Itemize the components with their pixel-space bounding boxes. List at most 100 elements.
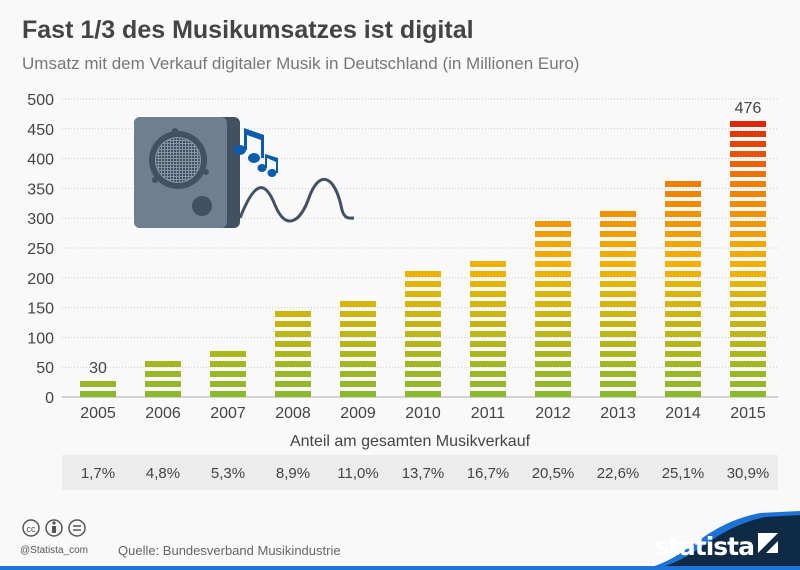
bar-segment bbox=[730, 221, 766, 227]
bar-segment bbox=[470, 261, 506, 267]
bar-segment bbox=[730, 241, 766, 247]
bar-segment bbox=[600, 211, 636, 217]
bar-segment bbox=[600, 221, 636, 227]
bar-segment bbox=[80, 381, 116, 387]
twitter-handle: @Statista_com bbox=[20, 545, 88, 556]
bar-segment bbox=[600, 281, 636, 287]
bar-segment bbox=[405, 291, 441, 297]
bar-segment bbox=[470, 341, 506, 347]
bar-segment bbox=[470, 391, 506, 397]
bar-segment bbox=[600, 251, 636, 257]
bar-segment bbox=[405, 381, 441, 387]
bar-segment bbox=[665, 391, 701, 397]
bar-segment bbox=[80, 391, 116, 397]
share-value: 5,3% bbox=[211, 465, 245, 482]
bar-segment bbox=[665, 371, 701, 377]
bar-segment bbox=[600, 381, 636, 387]
bar-2013 bbox=[600, 211, 636, 397]
bar-segment bbox=[405, 281, 441, 287]
bar-segment bbox=[535, 241, 571, 247]
bar-segment bbox=[730, 161, 766, 167]
x-tick-label: 2011 bbox=[471, 405, 506, 422]
bar-segment bbox=[405, 311, 441, 317]
bar-segment bbox=[535, 321, 571, 327]
bar-segment bbox=[600, 241, 636, 247]
bar-segment bbox=[730, 231, 766, 237]
share-value: 20,5% bbox=[532, 465, 575, 482]
bar-segment bbox=[340, 391, 376, 397]
bar-segment bbox=[535, 351, 571, 357]
bar-segment bbox=[210, 391, 246, 397]
bar-segment bbox=[210, 381, 246, 387]
bar-segment bbox=[665, 271, 701, 277]
brand-logo[interactable]: statista bbox=[654, 532, 755, 561]
bar-segment bbox=[535, 331, 571, 337]
bar-segment bbox=[600, 341, 636, 347]
bar-segment bbox=[730, 361, 766, 367]
bar-segment bbox=[730, 141, 766, 147]
bar-segment bbox=[470, 351, 506, 357]
bar-segment bbox=[535, 221, 571, 227]
y-tick-label: 300 bbox=[27, 211, 54, 228]
speaker-illustration bbox=[134, 117, 355, 228]
share-value: 1,7% bbox=[81, 465, 115, 482]
bar-segment bbox=[535, 271, 571, 277]
bar-segment bbox=[665, 181, 701, 187]
bar-segment bbox=[145, 391, 181, 397]
bar-segment bbox=[145, 361, 181, 367]
bar-2005 bbox=[80, 381, 116, 397]
bar-2009 bbox=[340, 301, 376, 397]
bar-segment bbox=[730, 381, 766, 387]
bar-segment bbox=[275, 341, 311, 347]
bar-segment bbox=[730, 131, 766, 137]
bar-segment bbox=[275, 321, 311, 327]
bar-segment bbox=[275, 331, 311, 337]
bar-segment bbox=[535, 341, 571, 347]
bar-segment bbox=[470, 301, 506, 307]
bar-segment bbox=[340, 341, 376, 347]
bar-segment bbox=[600, 291, 636, 297]
bar-2012 bbox=[535, 221, 571, 397]
bar-segment bbox=[665, 341, 701, 347]
bar-segment bbox=[340, 311, 376, 317]
bar-segment bbox=[210, 361, 246, 367]
share-value: 22,6% bbox=[597, 465, 640, 482]
bar-segment bbox=[535, 301, 571, 307]
bar-segment bbox=[340, 371, 376, 377]
share-table-band bbox=[62, 455, 778, 490]
y-tick-label: 450 bbox=[27, 122, 54, 139]
x-tick-label: 2015 bbox=[730, 405, 766, 422]
by-icon bbox=[45, 519, 63, 537]
bar-segment bbox=[405, 331, 441, 337]
bar-2011 bbox=[470, 261, 506, 397]
bar-segment bbox=[535, 231, 571, 237]
bar-segment bbox=[275, 391, 311, 397]
bar-segment bbox=[600, 271, 636, 277]
bar-segment bbox=[665, 321, 701, 327]
bar-segment bbox=[665, 331, 701, 337]
bar-segment bbox=[730, 261, 766, 267]
bar-segment bbox=[665, 261, 701, 267]
share-value: 8,9% bbox=[276, 465, 310, 482]
bar-segment bbox=[730, 121, 766, 127]
bar-segment bbox=[730, 211, 766, 217]
bar-segment bbox=[730, 371, 766, 377]
bar-segment bbox=[405, 301, 441, 307]
bar-segment bbox=[340, 381, 376, 387]
bar-segment bbox=[535, 261, 571, 267]
bar-segment bbox=[340, 331, 376, 337]
bar-segment bbox=[470, 281, 506, 287]
x-tick-label: 2013 bbox=[600, 405, 636, 422]
y-tick-label: 400 bbox=[27, 152, 54, 169]
bar-segment bbox=[535, 381, 571, 387]
y-tick-label: 100 bbox=[27, 330, 54, 347]
share-value: 4,8% bbox=[146, 465, 180, 482]
bar-segment bbox=[535, 391, 571, 397]
bar-segment bbox=[730, 191, 766, 197]
bar-segment bbox=[600, 311, 636, 317]
bar-segment bbox=[535, 281, 571, 287]
bar-segment bbox=[730, 151, 766, 157]
bar-segment bbox=[600, 371, 636, 377]
bar-segment bbox=[600, 231, 636, 237]
